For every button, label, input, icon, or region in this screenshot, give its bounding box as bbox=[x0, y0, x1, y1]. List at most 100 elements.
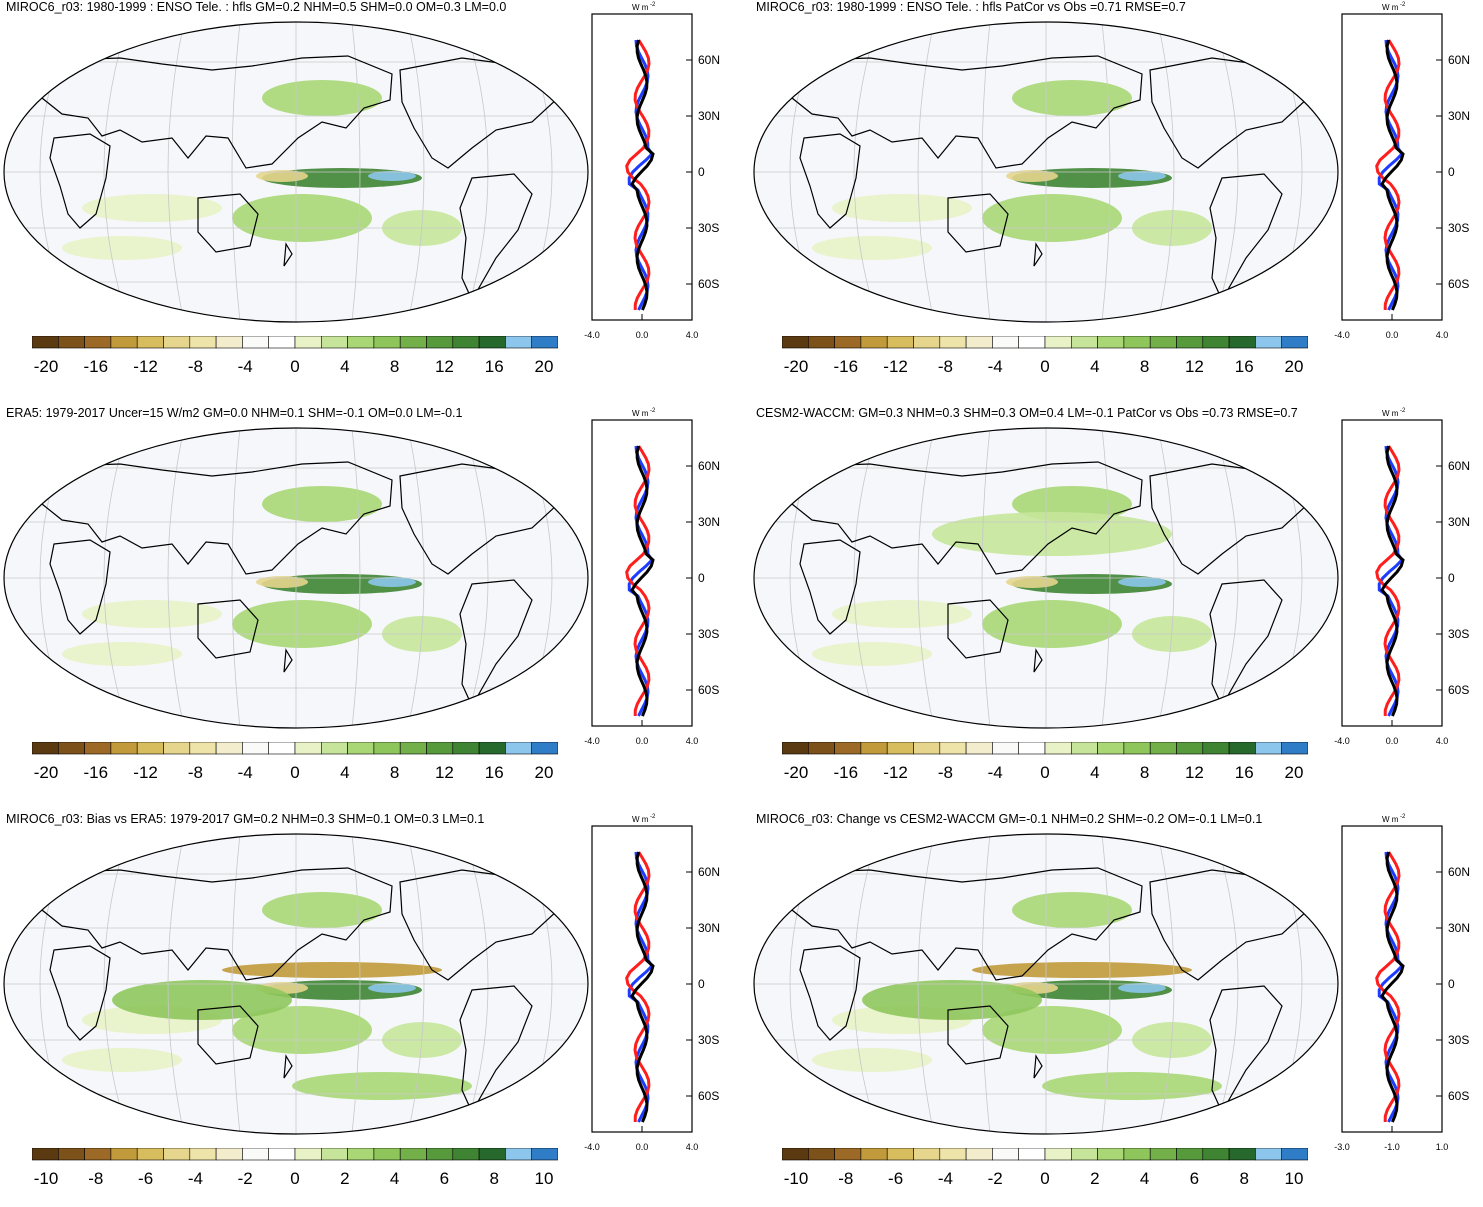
profile-unit-sup: -2 bbox=[650, 408, 656, 414]
lat-tick-label: 30S bbox=[698, 627, 719, 641]
coastline bbox=[799, 945, 861, 1041]
colorbar-swatch bbox=[215, 336, 243, 349]
profile-x-tick-label: -4.0 bbox=[1334, 330, 1350, 340]
colorbar-swatch bbox=[834, 336, 862, 349]
colorbar-label: 12 bbox=[1185, 763, 1204, 782]
coastline bbox=[1033, 1054, 1043, 1079]
colorbar-swatch bbox=[782, 1148, 809, 1161]
coastline bbox=[459, 173, 533, 302]
colorbar-label: 8 bbox=[390, 763, 399, 782]
colorbar-swatch bbox=[242, 1148, 269, 1161]
colorbar-swatch bbox=[373, 742, 401, 755]
colorbar-swatch bbox=[478, 742, 506, 755]
coastline bbox=[770, 867, 1143, 981]
profile-unit-sup: -2 bbox=[650, 814, 656, 820]
field-patch bbox=[262, 892, 382, 928]
panel-title: CESM2-WACCM: GM=0.3 NHM=0.3 SHM=0.3 OM=0… bbox=[756, 406, 1298, 420]
lat-tick-label: 60S bbox=[1448, 683, 1469, 697]
colorbar-label: 10 bbox=[1285, 1169, 1304, 1188]
coastline bbox=[197, 1005, 259, 1065]
profile-x-tick-label: -1.0 bbox=[1384, 1142, 1400, 1152]
field-patch bbox=[972, 962, 1192, 978]
profile-x-tick-label: -3.0 bbox=[1334, 1142, 1350, 1152]
robinson-map bbox=[3, 833, 589, 1135]
colorbar-swatch bbox=[1070, 742, 1098, 755]
field-patch bbox=[1006, 170, 1058, 182]
colorbar-swatch bbox=[163, 1148, 191, 1161]
colorbar-label: 12 bbox=[1185, 357, 1204, 376]
colorbar-label: -12 bbox=[133, 357, 158, 376]
colorbar-label: -12 bbox=[133, 763, 158, 782]
profile-unit-sup: -2 bbox=[1400, 408, 1406, 414]
profile-unit: W m bbox=[632, 3, 649, 12]
colorbar-swatch bbox=[1097, 742, 1125, 755]
lat-tick-label: 60N bbox=[698, 865, 720, 879]
colorbar-label: -10 bbox=[784, 1169, 809, 1188]
colorbar-label: -16 bbox=[84, 763, 109, 782]
field-patch bbox=[1118, 171, 1166, 181]
colorbar-label: 20 bbox=[535, 763, 554, 782]
colorbar-label: 16 bbox=[1235, 357, 1254, 376]
profile-series-line bbox=[1380, 39, 1405, 311]
colorbar-label: -20 bbox=[34, 357, 59, 376]
field-patch bbox=[232, 194, 372, 242]
lat-tick-label: 0 bbox=[698, 165, 705, 179]
robinson-map bbox=[3, 21, 589, 323]
lat-tick-label: 60N bbox=[1448, 459, 1470, 473]
panel-cesm2-waccm: CESM2-WACCM: GM=0.3 NHM=0.3 SHM=0.3 OM=0… bbox=[750, 406, 1483, 801]
colorbar-swatch bbox=[189, 1148, 217, 1161]
colorbar-swatch bbox=[834, 742, 862, 755]
colorbar-swatch bbox=[782, 336, 809, 349]
colorbar-swatch bbox=[294, 1148, 322, 1161]
colorbar-swatch bbox=[294, 336, 322, 349]
colorbar-swatch bbox=[1281, 742, 1308, 755]
colorbar: -20 -16 -12 -8 -4 0 4 8 12 16 20 bbox=[32, 336, 558, 376]
field-patch bbox=[1012, 80, 1132, 116]
field-patch bbox=[368, 983, 416, 993]
colorbar-swatch bbox=[1202, 336, 1230, 349]
colorbar-label: 8 bbox=[1140, 357, 1149, 376]
profile-x-tick-label: 4.0 bbox=[1436, 330, 1449, 340]
colorbar-swatch bbox=[992, 336, 1019, 349]
lat-tick-label: 0 bbox=[698, 977, 705, 991]
coastline bbox=[20, 55, 393, 169]
colorbar-swatch bbox=[992, 1148, 1019, 1161]
profile-unit-sup: -2 bbox=[1400, 2, 1406, 8]
colorbar-swatch bbox=[782, 742, 809, 755]
colorbar-swatch bbox=[189, 336, 217, 349]
field-patch bbox=[262, 80, 382, 116]
field-patch bbox=[862, 980, 1042, 1020]
lat-tick-label: 30N bbox=[698, 921, 720, 935]
colorbar-label: 0 bbox=[290, 357, 299, 376]
colorbar-swatch bbox=[860, 1148, 888, 1161]
colorbar-label: 6 bbox=[1190, 1169, 1199, 1188]
coastline bbox=[1209, 579, 1283, 708]
colorbar-swatch bbox=[913, 336, 941, 349]
field-patch bbox=[1042, 1072, 1222, 1100]
colorbar-swatch bbox=[426, 742, 454, 755]
colorbar-swatch bbox=[189, 742, 217, 755]
profile-series-line bbox=[625, 39, 651, 311]
colorbar-swatch bbox=[807, 336, 835, 349]
colorbar-swatch bbox=[32, 1148, 59, 1161]
colorbar-swatch bbox=[426, 336, 454, 349]
colorbar-swatch bbox=[1228, 1148, 1256, 1161]
colorbar-swatch bbox=[1044, 742, 1072, 755]
profile-x-tick-label: 4.0 bbox=[686, 1142, 699, 1152]
profile-unit: W m bbox=[1382, 815, 1399, 824]
colorbar-swatch bbox=[136, 336, 164, 349]
lat-tick-label: 60N bbox=[698, 459, 720, 473]
profile-series-line bbox=[1375, 851, 1401, 1123]
colorbar-swatch bbox=[347, 742, 375, 755]
colorbar-swatch bbox=[913, 742, 941, 755]
colorbar-label: 12 bbox=[435, 763, 454, 782]
colorbar-label: 16 bbox=[1235, 763, 1254, 782]
lat-tick-label: 0 bbox=[1448, 571, 1455, 585]
coastline bbox=[1209, 173, 1283, 302]
colorbar-swatch bbox=[57, 1148, 85, 1161]
field-patch bbox=[932, 512, 1172, 556]
colorbar-label: -4 bbox=[238, 357, 253, 376]
field-patch bbox=[62, 642, 182, 666]
coastline bbox=[20, 461, 393, 575]
colorbar-swatch bbox=[1202, 742, 1230, 755]
